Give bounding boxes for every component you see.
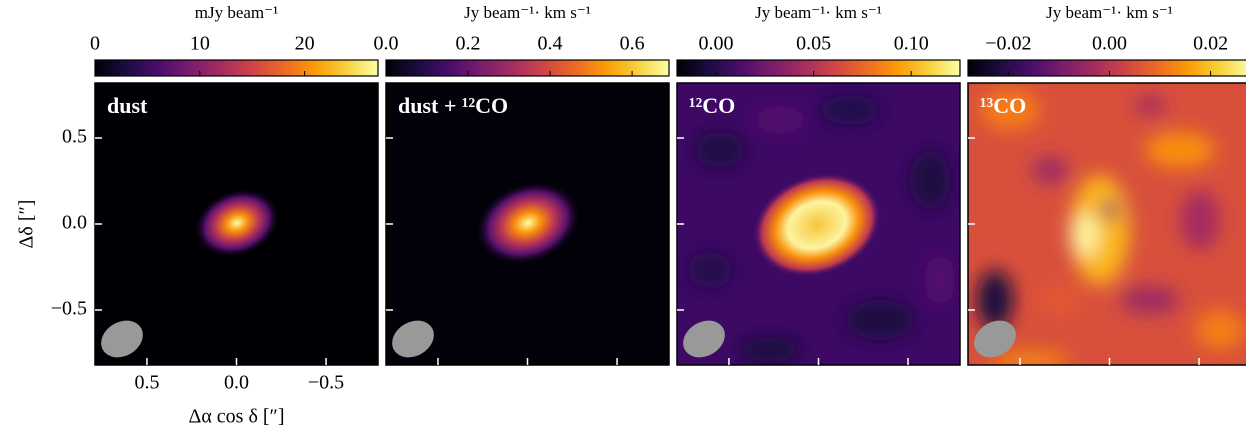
colorbar-tick-label: 0.00 (699, 33, 734, 55)
colorbar-tick-label: 0.05 (796, 33, 831, 55)
colorbar (967, 59, 1246, 77)
colorbar-label: Jy beam⁻¹· km s⁻¹ (755, 3, 882, 22)
map-co13 (968, 83, 1246, 365)
y-tick-label: −0.5 (51, 298, 87, 320)
colorbar-tick-label: 10 (190, 33, 210, 55)
colorbar-tick-label: 0.4 (538, 33, 563, 55)
x-axis-label: Δα cos δ [″] (188, 406, 284, 428)
map-dust (95, 83, 378, 365)
panel-label: dust (107, 93, 148, 118)
panel-label: ¹³CO (980, 93, 1026, 118)
colorbar-tick-label: 20 (295, 33, 315, 55)
colorbar-tick-label: 0.02 (1193, 33, 1228, 55)
panel-label: dust + ¹²CO (398, 93, 508, 118)
colorbar-label: Jy beam⁻¹· km s⁻¹ (464, 3, 591, 22)
colorbar (94, 59, 379, 77)
colorbar (385, 59, 670, 77)
colorbar-tick-label: 0.6 (620, 33, 645, 55)
colorbar-tick-label: 0.2 (456, 33, 481, 55)
panel-label: ¹²CO (689, 93, 735, 118)
x-tick-label: 0.0 (224, 372, 249, 394)
y-axis-label: Δδ [″] (16, 200, 38, 249)
colorbar-tick-label: −0.02 (985, 33, 1031, 55)
map-co12 (677, 83, 960, 365)
colorbar-label: mJy beam⁻¹ (195, 3, 278, 22)
colorbar (676, 59, 961, 77)
colorbar-tick-label: 0.10 (894, 33, 929, 55)
x-tick-label: 0.5 (134, 372, 159, 394)
colorbar-label: Jy beam⁻¹· km s⁻¹ (1046, 3, 1173, 22)
colorbar-tick-label: 0.0 (374, 33, 399, 55)
x-tick-label: −0.5 (308, 372, 344, 394)
map-dust-co12 (386, 83, 669, 365)
colorbar-tick-label: 0.00 (1092, 33, 1127, 55)
y-tick-label: 0.5 (62, 126, 87, 148)
colorbar-tick-label: 0 (90, 33, 100, 55)
y-tick-label: 0.0 (62, 212, 87, 234)
